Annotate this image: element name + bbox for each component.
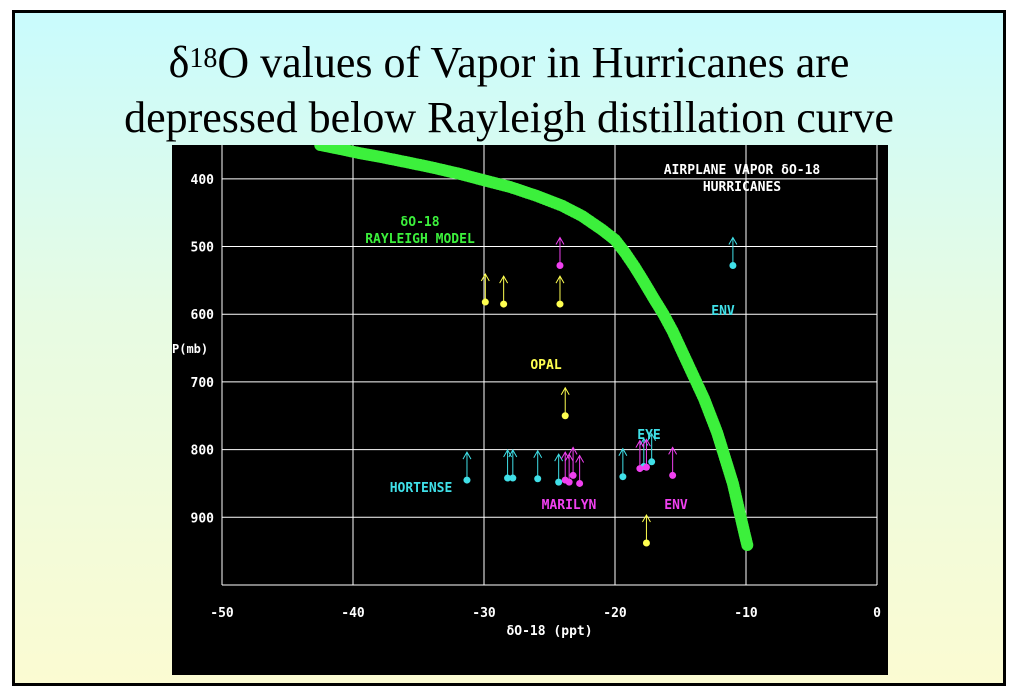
x-tick-label: -30 <box>472 606 496 621</box>
arrow-head <box>642 514 651 523</box>
arrow-head <box>533 449 543 458</box>
annotation-hortense: HORTENSE <box>390 481 453 496</box>
y-tick-label: 700 <box>191 376 215 391</box>
annotation-marilyn: MARILYN <box>542 498 597 513</box>
annotation-layer: AIRPLANE VAPOR δO-18 HURRICANES δO-18 RAYLE… <box>365 163 820 513</box>
title-line-1-text: O values of Vapor in Hurricanes are <box>217 38 850 87</box>
data-point <box>555 478 563 486</box>
data-point <box>642 539 650 547</box>
data-point <box>729 261 737 269</box>
data-point <box>648 458 656 466</box>
chart-panel: -50 -40 -30 -20 -10 0 400 500 600 700 800 900 δO-18 … <box>172 145 888 675</box>
rayleigh-curve-point <box>741 539 754 552</box>
data-point <box>576 479 584 487</box>
x-tick-label: 0 <box>873 606 881 621</box>
arrow-head <box>555 275 565 284</box>
x-axis-label: δO-18 (ppt) <box>506 624 592 639</box>
grid-layer <box>221 145 878 586</box>
y-tick-label: 900 <box>191 511 215 526</box>
arrow-head <box>568 446 578 455</box>
data-point <box>463 476 471 484</box>
arrow-head <box>560 386 570 396</box>
data-point <box>561 412 569 420</box>
y-tick-label: 400 <box>191 173 215 188</box>
points-layer <box>462 236 738 547</box>
title-line-1: δ18O values of Vapor in Hurricanes are <box>15 35 1003 90</box>
x-tick-label: -10 <box>734 606 758 621</box>
arrow-head <box>618 447 628 456</box>
arrow-head <box>647 432 657 442</box>
slide-title: δ18O values of Vapor in Hurricanes are d… <box>15 35 1003 145</box>
rayleigh-curve-layer <box>314 145 754 552</box>
y-tick-label: 600 <box>191 308 215 323</box>
data-point <box>565 478 573 486</box>
data-point <box>556 261 564 269</box>
annotation-env-lower: ENV <box>664 498 688 513</box>
data-point <box>619 473 627 481</box>
title-delta: δ <box>168 38 190 87</box>
x-tick-label: -20 <box>603 606 627 621</box>
data-point <box>642 463 650 471</box>
arrow-head <box>642 438 651 447</box>
data-point <box>636 465 644 473</box>
arrow-head <box>728 236 738 245</box>
y-tick-label: 800 <box>191 444 215 459</box>
x-tick-label: -50 <box>210 606 234 621</box>
data-point <box>481 298 489 306</box>
annotation-env-upper: ENV <box>711 304 735 319</box>
tick-label-layer: -50 -40 -30 -20 -10 0 400 500 600 700 800 900 δO-18 … <box>172 173 881 639</box>
data-point <box>569 471 577 479</box>
x-tick-label: -40 <box>341 606 365 621</box>
annotation-model-line2: RAYLEIGH MODEL <box>365 232 475 247</box>
annotation-header-line2: HURRICANES <box>703 180 781 195</box>
arrow-head <box>499 275 509 284</box>
arrow-head <box>555 236 565 245</box>
title-superscript: 18 <box>189 43 218 74</box>
arrow-head <box>462 451 472 460</box>
annotation-opal: OPAL <box>530 358 561 373</box>
data-point <box>509 474 517 482</box>
annotation-header-line1: AIRPLANE VAPOR δO-18 <box>664 163 821 178</box>
data-point <box>556 300 564 308</box>
chart-svg: -50 -40 -30 -20 -10 0 400 500 600 700 800 900 δO-18 … <box>172 145 881 639</box>
y-tick-label: 500 <box>191 241 215 256</box>
data-point <box>534 475 542 483</box>
data-point <box>500 300 508 308</box>
y-axis-label: P(mb) <box>172 342 208 356</box>
data-point <box>504 474 512 482</box>
data-point <box>669 471 677 479</box>
arrow-head <box>575 454 585 463</box>
annotation-eye: EYE <box>637 428 660 443</box>
arrow-head <box>480 273 490 282</box>
title-line-2: depressed below Rayleigh distillation cu… <box>124 93 894 142</box>
annotation-model-line1: δO-18 <box>400 215 439 230</box>
arrow-head <box>508 449 518 458</box>
arrow-head <box>668 446 678 455</box>
